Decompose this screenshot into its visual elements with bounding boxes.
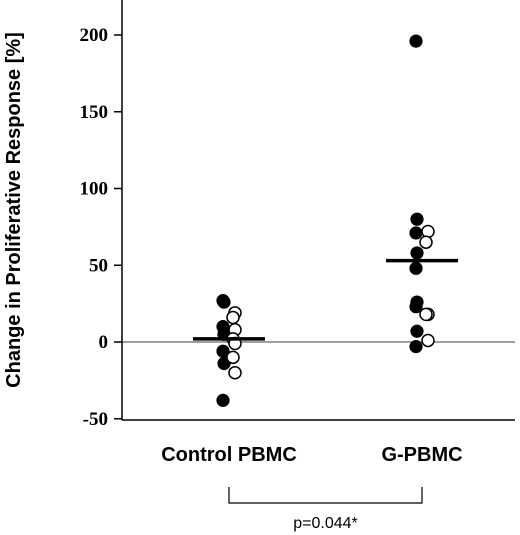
- data-points: [216, 34, 435, 407]
- filled-data-point: [410, 246, 424, 260]
- open-data-point: [419, 235, 433, 249]
- filled-data-point: [409, 226, 423, 240]
- filled-data-point: [410, 324, 424, 338]
- filled-data-point: [409, 300, 423, 314]
- filled-data-point: [410, 212, 424, 226]
- p-value-label: p=0.044*: [293, 515, 358, 532]
- filled-data-point: [217, 356, 231, 371]
- y-tick-label: 0: [99, 332, 109, 353]
- open-data-point: [419, 307, 433, 322]
- x-tick-label: G-PBMC: [381, 444, 462, 466]
- y-tick-label: 200: [80, 25, 109, 46]
- axes: [121, 0, 515, 421]
- median-lines: [193, 258, 458, 341]
- filled-data-point: [409, 34, 423, 48]
- filled-data-point: [217, 295, 231, 309]
- y-tick-label: 50: [89, 255, 108, 276]
- y-axis-title: Change in Proliferative Response [%]: [3, 32, 25, 388]
- open-data-point: [421, 224, 435, 239]
- y-tick-label: 100: [80, 179, 109, 200]
- significance-bracket: p=0.044*: [228, 487, 423, 532]
- filled-data-point: [409, 340, 423, 354]
- x-tick-label: Control PBMC: [161, 444, 297, 466]
- y-tick-label: 150: [80, 102, 109, 123]
- filled-data-point: [216, 393, 230, 407]
- open-data-point: [228, 365, 242, 380]
- x-tick-labels: Control PBMC G-PBMC: [161, 444, 462, 466]
- open-data-point: [226, 350, 240, 365]
- open-data-point: [421, 333, 435, 348]
- filled-data-point: [409, 261, 423, 275]
- y-tick-label: -50: [83, 409, 108, 430]
- y-ticks: -50 0 50 100 150 200: [80, 25, 122, 430]
- open-data-point: [226, 310, 240, 325]
- significance-bracket-line: [228, 487, 423, 504]
